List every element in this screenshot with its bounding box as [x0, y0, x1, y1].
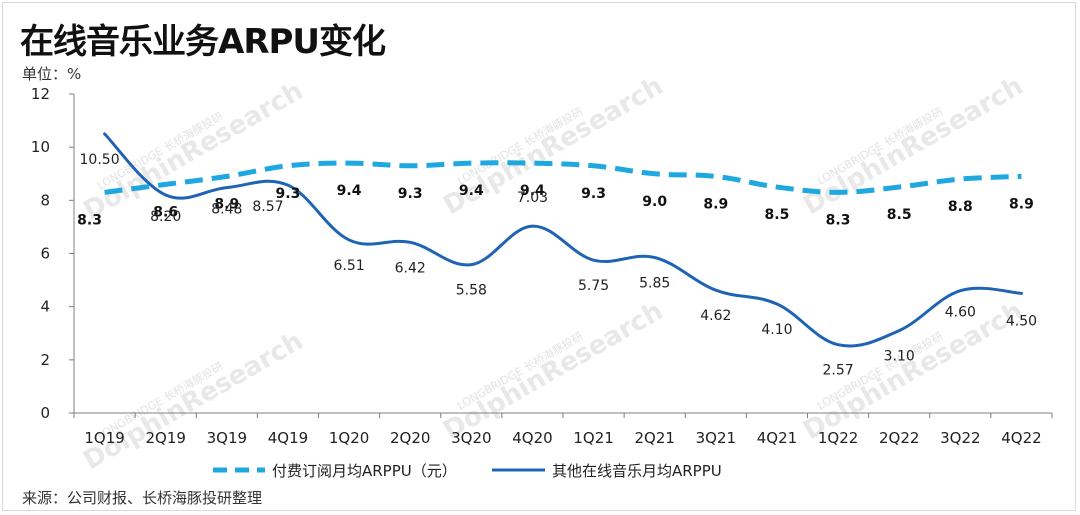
x-tick-label: 2Q22	[879, 429, 919, 447]
data-label-subscription: 9.4	[520, 183, 545, 199]
data-label-other: 10.50	[80, 152, 120, 168]
data-label-subscription: 9.4	[337, 183, 362, 199]
data-label-subscription: 8.6	[153, 204, 178, 220]
y-tick-label: 6	[40, 245, 50, 263]
watermark-text: DolphinResearch	[799, 71, 1029, 221]
data-label-subscription: 8.5	[887, 207, 912, 223]
data-label-other: 5.58	[456, 283, 487, 299]
x-tick-label: 3Q21	[696, 429, 736, 447]
data-label-subscription: 8.5	[765, 207, 790, 223]
x-tick-label: 3Q20	[451, 429, 491, 447]
data-label-other: 2.57	[822, 363, 853, 379]
series-layer	[103, 132, 1023, 348]
data-label-other: 4.50	[1006, 313, 1037, 329]
x-tick-label: 2Q19	[145, 429, 185, 447]
data-label-subscription: 8.3	[77, 212, 102, 228]
data-label-other: 8.48	[211, 202, 242, 218]
unit-label: 单位：%	[22, 65, 82, 83]
data-label-other: 5.75	[578, 278, 609, 294]
data-label-subscription: 9.4	[459, 183, 484, 199]
x-tick-label: 4Q19	[268, 429, 308, 447]
x-tick-label: 4Q20	[512, 429, 552, 447]
x-tick-label: 2Q21	[634, 429, 674, 447]
y-tick-label: 10	[31, 138, 50, 156]
x-tick-label: 4Q21	[757, 429, 797, 447]
x-tick-label: 2Q20	[390, 429, 430, 447]
y-tick-label: 12	[31, 85, 50, 103]
data-label-other: 8.20	[150, 209, 181, 225]
data-label-other: 7.03	[517, 190, 548, 206]
x-tick-label: 3Q22	[940, 429, 980, 447]
x-tick-label: 3Q19	[207, 429, 247, 447]
watermark-text: DolphinResearch	[79, 326, 309, 476]
legend-label-other: 其他在线音乐月均ARPPU	[552, 462, 722, 480]
data-label-subscription: 8.9	[1009, 196, 1034, 212]
y-tick-label: 2	[40, 351, 50, 369]
series-line-other-arppu	[103, 132, 1023, 348]
data-label-subscription: 9.0	[642, 194, 667, 210]
x-tick-label: 1Q22	[818, 429, 858, 447]
page-title: 在线音乐业务ARPU变化	[20, 22, 386, 62]
data-label-other: 5.85	[639, 275, 670, 291]
data-label-subscription: 9.3	[581, 186, 606, 202]
y-tick-label: 4	[40, 298, 50, 316]
data-label-other: 4.60	[945, 305, 976, 321]
data-label-other: 4.10	[761, 322, 792, 338]
x-tick-label: 4Q22	[1001, 429, 1041, 447]
data-label-other: 3.10	[884, 349, 915, 365]
data-label-subscription: 9.3	[398, 186, 423, 202]
data-label-layer: 8.3 8.6 8.9 9.3 9.4 9.3 9.4 9.4 9.3 9.0 8.9 8.5 8.3 8…	[77, 152, 1037, 379]
data-label-subscription: 9.3	[276, 186, 301, 202]
x-tick-label: 1Q21	[573, 429, 613, 447]
data-label-subscription: 8.9	[214, 196, 239, 212]
x-tick-label: 1Q19	[84, 429, 124, 447]
axis-layer: 0 2 4 6 8 10 12 1Q19 2Q19 3Q19 4Q19 1Q20 2Q20 3Q20 4Q2…	[31, 85, 1053, 447]
data-label-subscription: 8.9	[703, 196, 728, 212]
data-label-subscription: 8.3	[826, 212, 851, 228]
data-label-other: 8.57	[252, 199, 283, 215]
data-label-other: 6.51	[333, 258, 364, 274]
legend-label-subscription: 付费订阅月均ARPPU（元）	[272, 462, 457, 480]
series-line-subscription-arppu	[104, 160, 1022, 195]
source-note: 来源：公司财报、长桥海豚投研整理	[22, 489, 263, 507]
data-label-subscription: 8.8	[948, 199, 973, 215]
y-tick-label: 0	[40, 404, 50, 422]
y-tick-label: 8	[40, 191, 50, 209]
data-label-other: 4.62	[700, 308, 731, 324]
legend: 付费订阅月均ARPPU（元） 其他在线音乐月均ARPPU	[213, 462, 722, 480]
data-label-other: 6.42	[395, 260, 426, 276]
x-tick-label: 1Q20	[329, 429, 369, 447]
watermark-text: DolphinResearch	[439, 296, 669, 446]
